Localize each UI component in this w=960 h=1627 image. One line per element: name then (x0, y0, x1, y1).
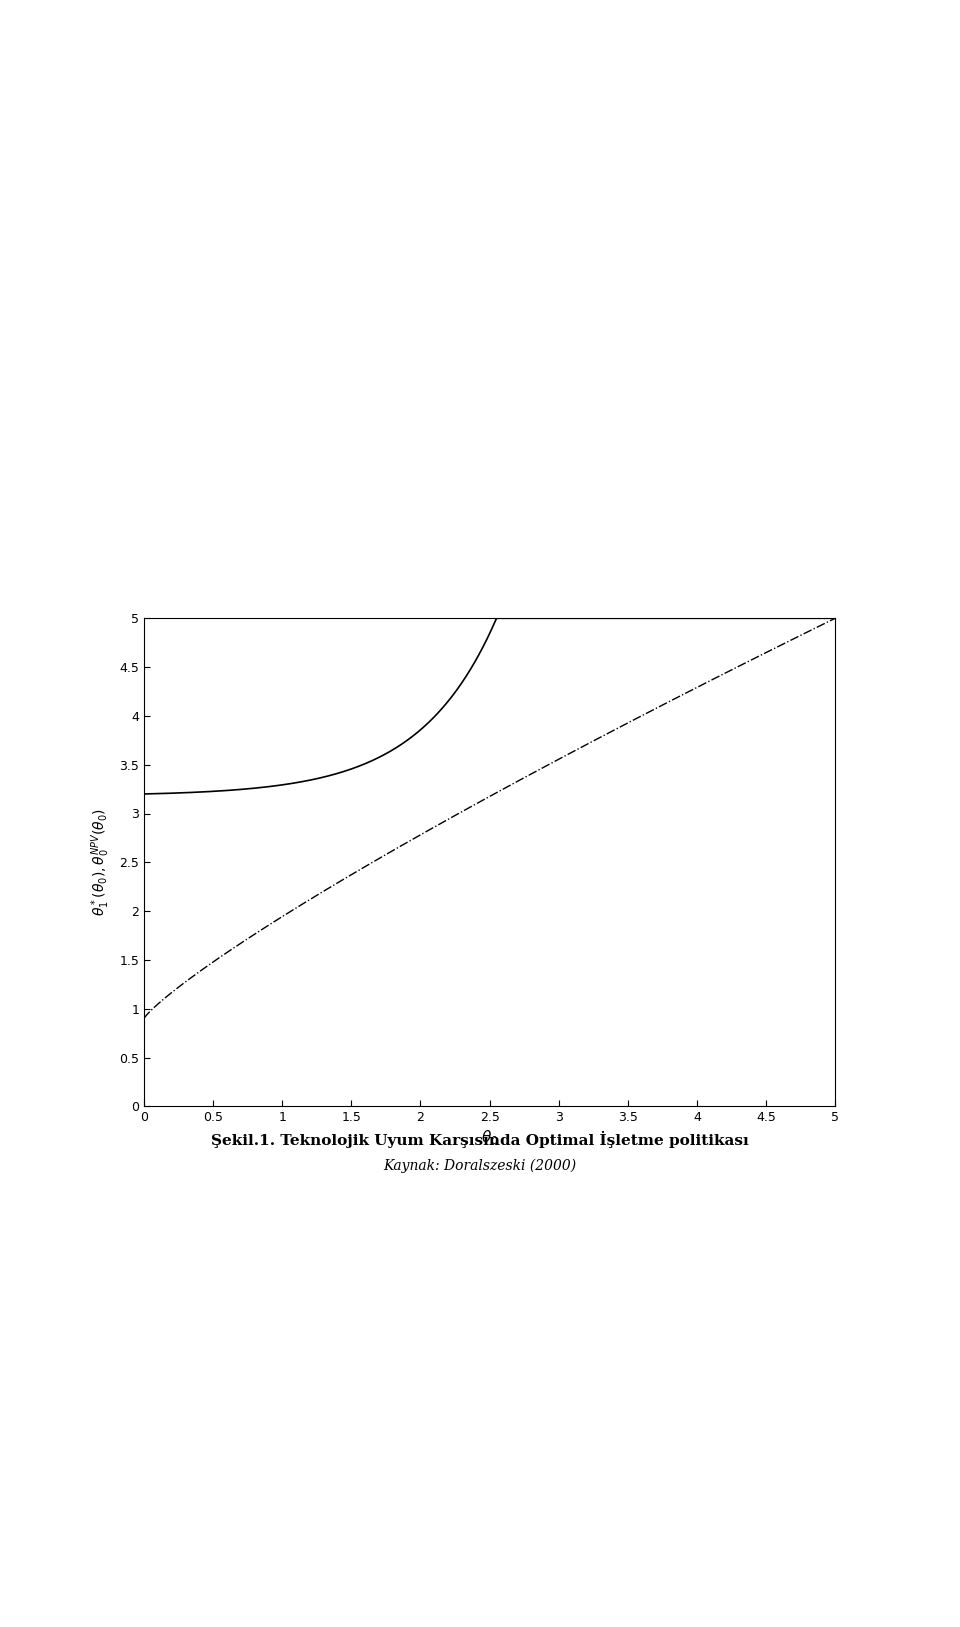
Text: Kaynak: Doralszeski (2000): Kaynak: Doralszeski (2000) (383, 1158, 577, 1173)
Y-axis label: $\theta_1^*(\theta_0), \theta_0^{NPV}(\theta_0)$: $\theta_1^*(\theta_0), \theta_0^{NPV}(\t… (89, 809, 112, 916)
X-axis label: $\theta_0$: $\theta_0$ (481, 1129, 498, 1147)
Text: Şekil.1. Teknolojik Uyum Karşısında Optimal İşletme politikası: Şekil.1. Teknolojik Uyum Karşısında Opti… (211, 1131, 749, 1149)
